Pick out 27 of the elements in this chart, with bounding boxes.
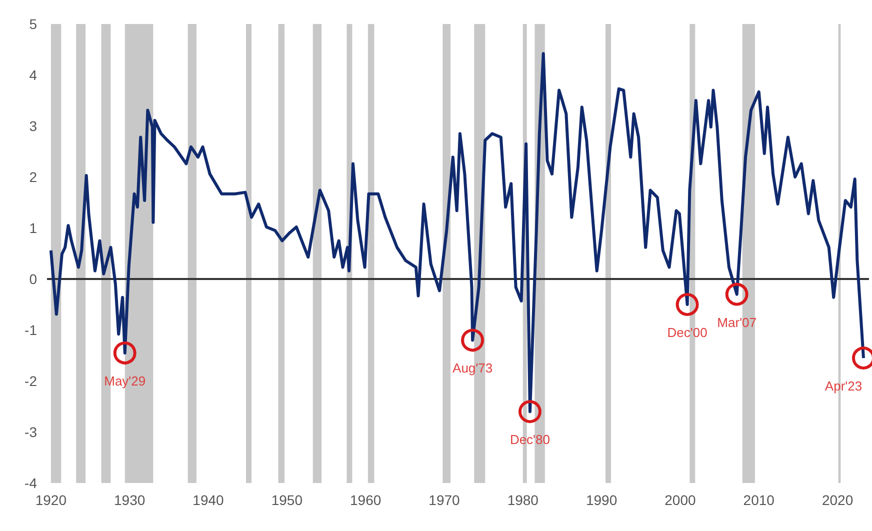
x-tick-label: 1960 [350,492,382,508]
x-tick-label: 2010 [743,492,775,508]
x-tick-label: 1940 [192,492,224,508]
x-tick-label: 1920 [35,492,67,508]
y-tick-label: 4 [29,67,38,83]
annotation: Apr'23 [824,378,862,394]
y-tick-label: -4 [24,475,38,491]
y-tick-label: 2 [29,169,38,185]
annotation: Dec'80 [510,432,550,448]
annotation: Dec'00 [667,325,708,340]
y-tick-label: -1 [24,322,38,338]
x-tick-label: 1950 [271,492,303,508]
x-tick-label: 1980 [507,492,539,508]
x-tick-label: 2020 [822,492,854,508]
y-tick-label: 0 [29,271,38,287]
x-tick-label: 1970 [428,492,460,508]
annotation: Mar'07 [717,314,757,330]
x-tick-label: 2000 [664,492,696,508]
annotation: Aug'73 [452,360,493,376]
y-tick-label: -2 [24,373,38,389]
annotation: May'29 [104,373,146,388]
y-tick-label: -3 [24,424,38,440]
y-tick-label: 3 [29,118,38,134]
x-tick-label: 1930 [114,492,146,508]
x-tick-label: 1990 [586,492,618,508]
y-tick-label: 1 [29,220,38,236]
y-tick-label: 5 [29,16,38,32]
